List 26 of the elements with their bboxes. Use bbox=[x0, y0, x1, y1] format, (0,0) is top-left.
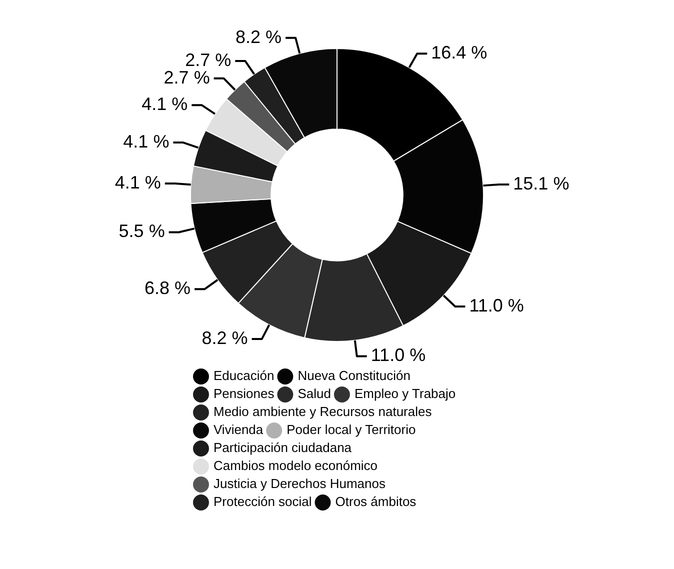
data-label: 2.7 % bbox=[164, 67, 210, 88]
data-label: 4.1 % bbox=[142, 94, 188, 114]
data-label: 5.5 % bbox=[118, 221, 165, 242]
data-label: 4.1 % bbox=[114, 172, 161, 192]
legend-label: Poder local y Territorio bbox=[286, 422, 416, 438]
legend-label: Salud bbox=[298, 386, 331, 402]
legend-label: Cambios modelo económico bbox=[214, 458, 378, 474]
legend-label: Educación bbox=[214, 368, 274, 384]
legend-label: Nueva Constitución bbox=[298, 368, 410, 384]
data-label: 16.4 % bbox=[431, 42, 488, 63]
data-label: 2.7 % bbox=[185, 50, 232, 70]
legend-label: Justicia y Derechos Humanos bbox=[214, 476, 386, 492]
data-label: 4.1 % bbox=[123, 132, 170, 152]
data-label: 8.2 % bbox=[236, 26, 282, 47]
legend-label: Pensiones bbox=[214, 386, 275, 402]
legend-label: Participación ciudadana bbox=[214, 440, 352, 456]
data-label: 11.0 % bbox=[370, 345, 426, 366]
data-label: 6.8 % bbox=[144, 278, 191, 298]
legend-label: Empleo y Trabajo bbox=[354, 386, 456, 402]
data-label: 8.2 % bbox=[202, 328, 248, 348]
data-label: 11.0 % bbox=[469, 295, 524, 316]
legend-label: Vivienda bbox=[214, 422, 264, 438]
data-label: 15.1 % bbox=[513, 174, 570, 194]
legend-label: Otros ámbitos bbox=[335, 494, 417, 510]
legend-label: Protección social bbox=[214, 494, 312, 510]
legend-label: Medio ambiente y Recursos naturales bbox=[214, 404, 432, 420]
